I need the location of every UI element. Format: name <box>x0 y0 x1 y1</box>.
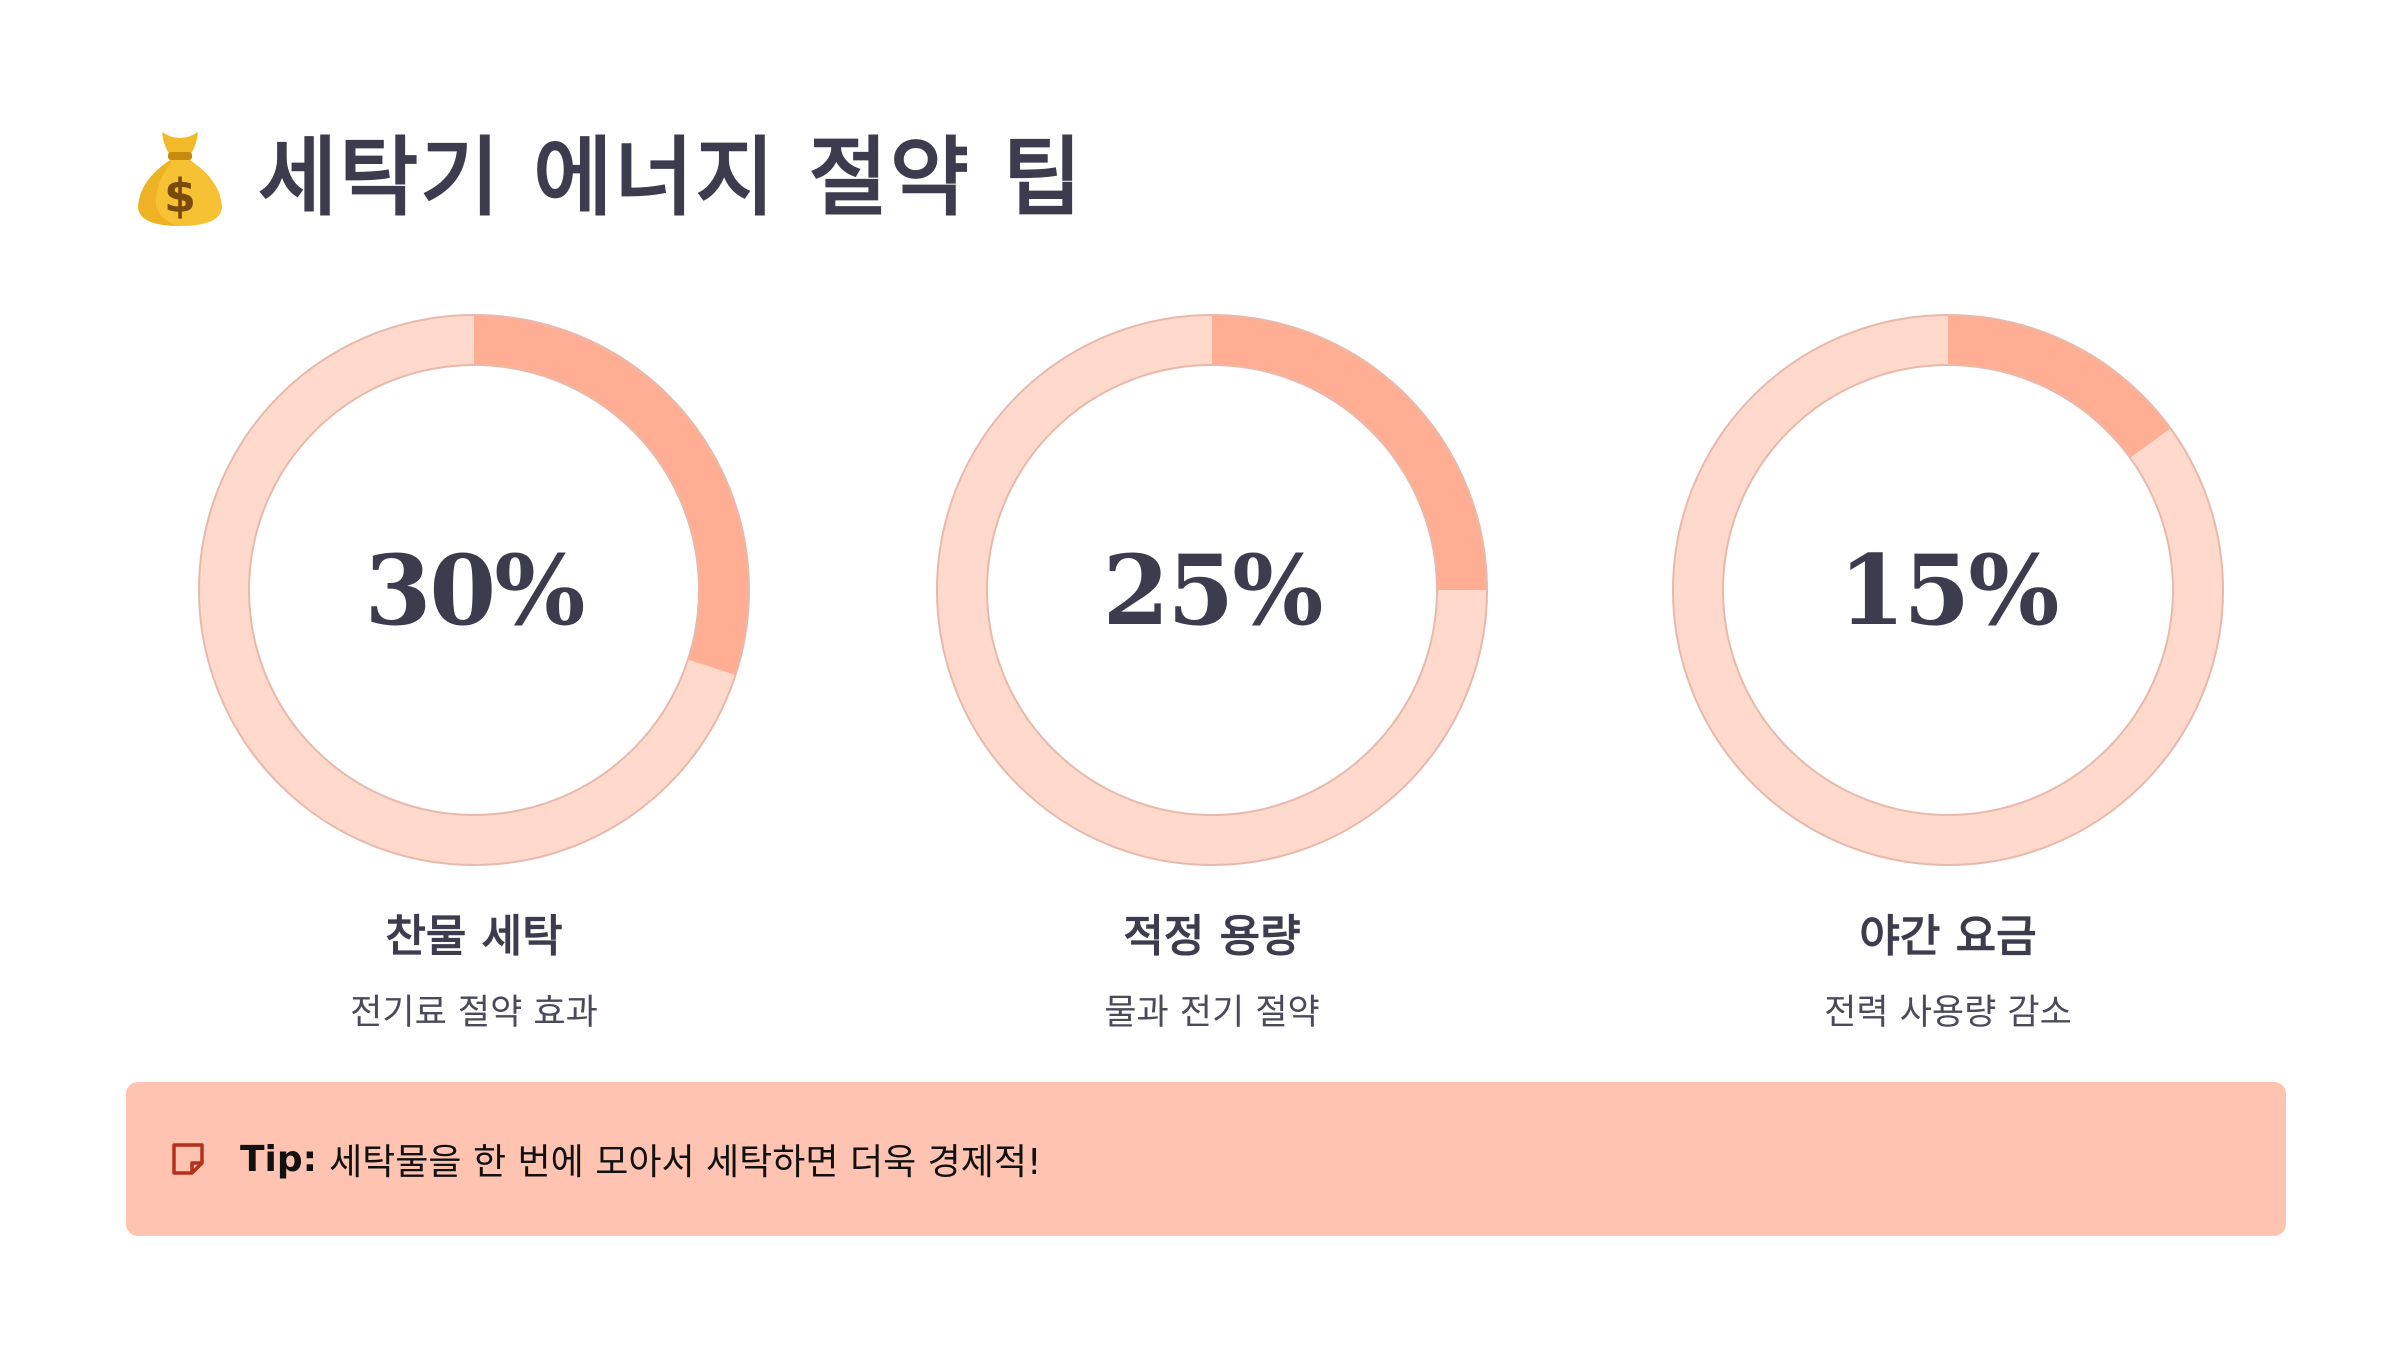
donut-chart <box>936 314 1488 866</box>
donut-segment <box>474 315 749 675</box>
donut-inner-edge <box>986 364 1438 816</box>
money-bag-icon: $ <box>138 132 222 226</box>
tip-box: Tip: 세탁물을 한 번에 모아서 세탁하면 더욱 경제적! <box>126 1082 2286 1236</box>
chart-card: 30% 찬물 세탁 전기료 절약 효과 <box>194 310 754 1050</box>
chart-description: 물과 전기 절약 <box>1104 993 1320 1033</box>
donut-outer-edge <box>1672 314 2224 866</box>
donut-chart <box>198 314 750 866</box>
chart-card: 15% 야간 요금 전력 사용량 감소 <box>1668 310 2228 1050</box>
donut-value-label: 15% <box>1838 533 2060 647</box>
tip-text: 세탁물을 한 번에 모아서 세탁하면 더욱 경제적! <box>329 1142 1042 1183</box>
donut-segment <box>1212 315 1487 590</box>
chart-card: 25% 적정 용량 물과 전기 절약 <box>932 310 1492 1050</box>
donut-outer-edge <box>936 314 1488 866</box>
donut-outer-edge <box>198 314 750 866</box>
chart-label: 찬물 세탁 <box>385 911 563 962</box>
page-title: 세탁기 에너지 절약 팁 <box>258 128 1084 228</box>
donut-chart <box>1672 314 2224 866</box>
chart-description: 전력 사용량 감소 <box>1824 993 2072 1033</box>
svg-text:$: $ <box>164 169 196 223</box>
chart-description: 전기료 절약 효과 <box>350 993 598 1033</box>
chart-label: 야간 요금 <box>1859 911 2037 962</box>
page-header: $ 세탁기 에너지 절약 팁 <box>132 118 1084 238</box>
donut-segment <box>1948 315 2171 458</box>
tip-label: Tip: <box>240 1138 318 1180</box>
donut-inner-edge <box>248 364 700 816</box>
memo-icon <box>172 1143 204 1175</box>
donut-value-label: 25% <box>1102 533 1324 647</box>
chart-label: 적정 용량 <box>1123 911 1301 962</box>
donut-charts: 30% 찬물 세탁 전기료 절약 효과 25% 적정 용량 물과 전기 절약 1… <box>0 310 2400 1050</box>
donut-value-label: 30% <box>364 533 586 647</box>
donut-inner-edge <box>1722 364 2174 816</box>
